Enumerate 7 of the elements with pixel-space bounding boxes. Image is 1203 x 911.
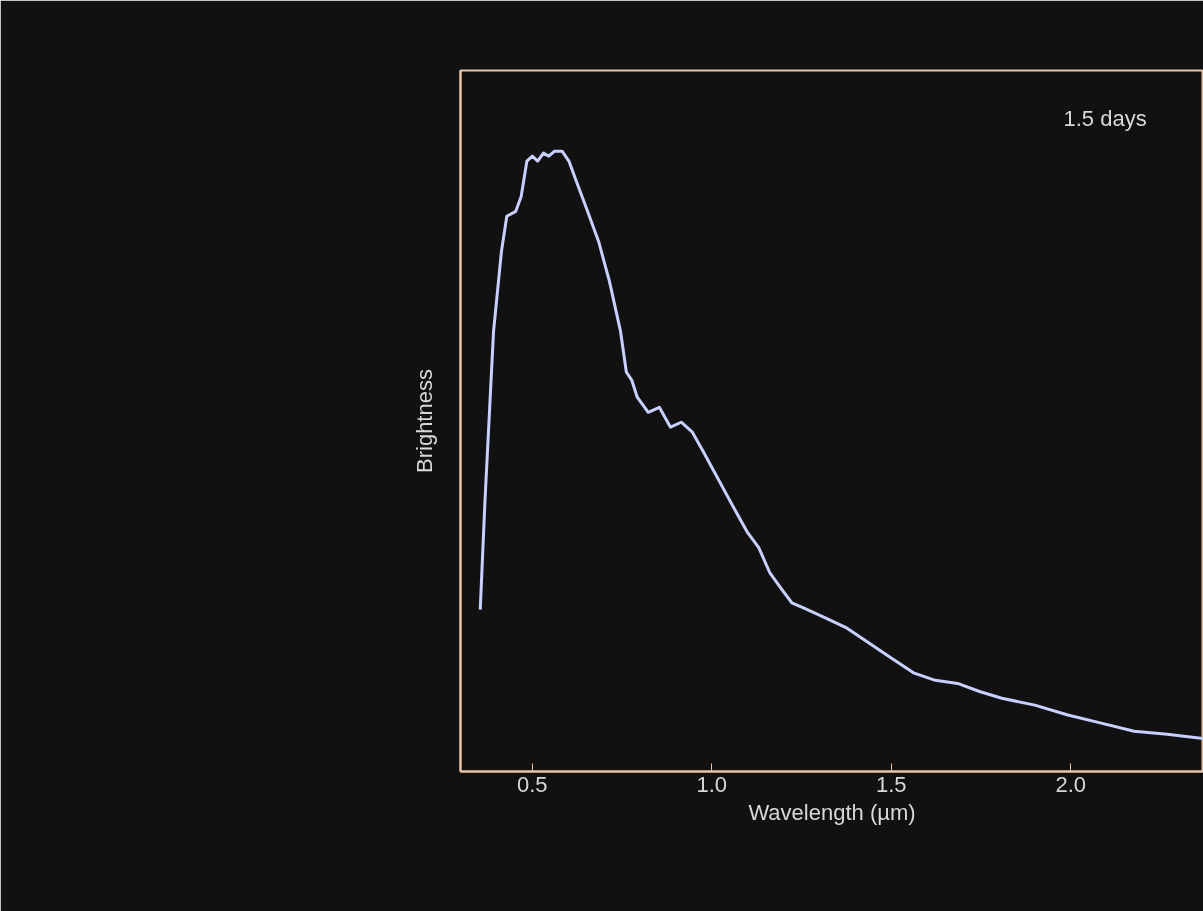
- x-tick-label: 2.0: [1055, 771, 1086, 797]
- x-tick-label: 1.0: [696, 771, 728, 797]
- x-tick-label: 1.5: [875, 771, 907, 797]
- y-axis-title: Brightness: [411, 369, 437, 473]
- x-tick-label: 0.5: [517, 771, 548, 797]
- x-axis-title: Wavelength (µm): [748, 799, 916, 825]
- text: 1.5 days: [1063, 105, 1147, 131]
